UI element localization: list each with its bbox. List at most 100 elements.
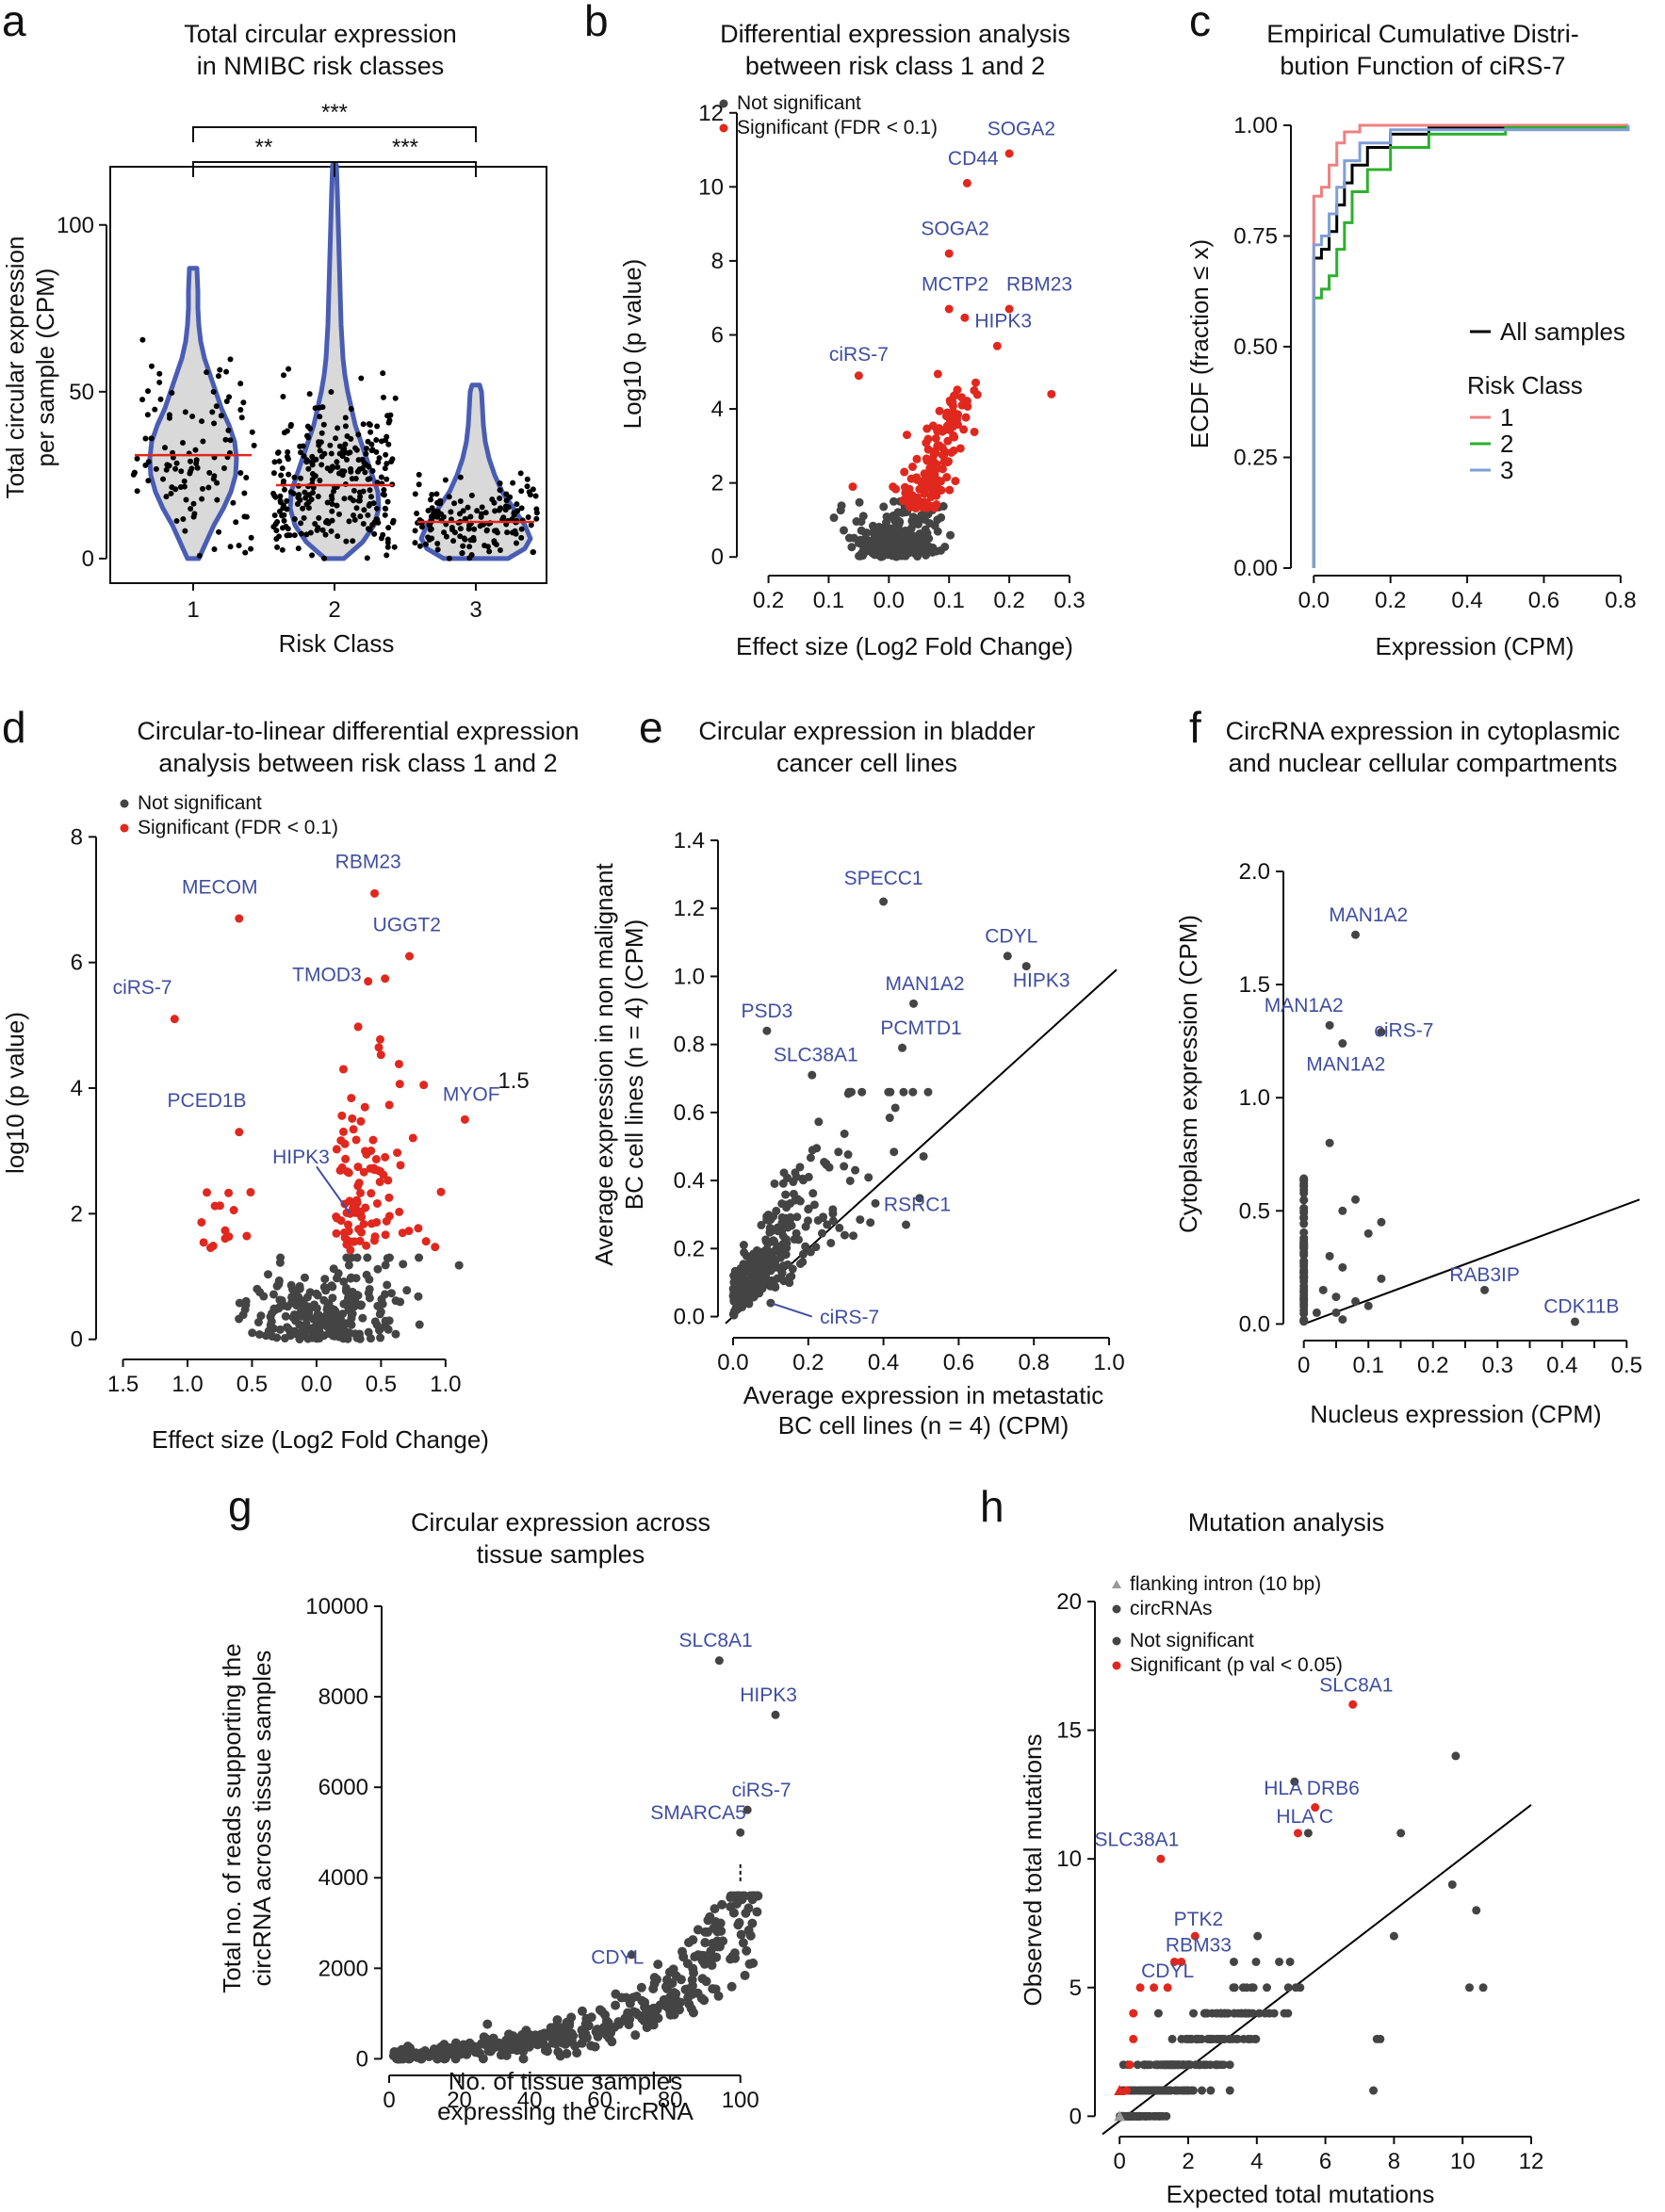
data-point <box>1225 2060 1234 2070</box>
sample-point <box>425 507 432 513</box>
data-point <box>743 1265 752 1275</box>
insignificant-point <box>302 1293 312 1302</box>
data-point <box>402 2041 413 2052</box>
insignificant-point <box>912 514 922 524</box>
data-point <box>572 2048 582 2058</box>
data-point <box>687 1980 697 1991</box>
legend-label: circRNAs <box>1130 1598 1213 1619</box>
sample-point <box>280 394 286 400</box>
legend-marker-grey <box>1112 1636 1121 1646</box>
sample-point <box>196 552 203 559</box>
significant-point <box>348 1237 357 1246</box>
sample-point <box>193 461 200 467</box>
sample-point <box>333 435 339 442</box>
y-tick-label: 15 <box>1056 1718 1082 1744</box>
data-point <box>864 1173 873 1182</box>
x-axis-title: Average expression in metastatic <box>743 1381 1104 1409</box>
data-point <box>743 1925 754 1935</box>
sample-point <box>309 470 316 477</box>
sample-point <box>366 502 372 509</box>
significant-point <box>922 424 932 433</box>
data-point <box>396 2052 406 2062</box>
data-point <box>577 2006 587 2016</box>
chart-title: Empirical Cumulative Distri- <box>1266 20 1579 48</box>
sample-point <box>348 406 354 413</box>
sample-point <box>321 555 328 561</box>
sample-point <box>281 517 287 524</box>
sample-point <box>383 437 389 444</box>
sample-point <box>187 458 193 464</box>
sample-point <box>385 441 392 447</box>
legend-marker-grey <box>1112 1604 1121 1614</box>
data-point <box>851 1165 860 1175</box>
data-point <box>812 1144 822 1153</box>
insignificant-point <box>922 550 931 560</box>
point-label: PTK2 <box>1174 1909 1224 1930</box>
insignificant-point <box>303 1334 313 1343</box>
insignificant-point <box>284 1325 293 1334</box>
data-point <box>775 1253 785 1262</box>
data-point <box>703 1915 713 1926</box>
data-point <box>676 1975 686 1985</box>
data-point <box>430 2046 440 2057</box>
sample-point <box>303 432 310 439</box>
y-tick-label: 100 <box>57 213 94 238</box>
insignificant-point <box>288 1313 298 1323</box>
data-point <box>1253 1931 1263 1941</box>
data-point <box>710 1916 721 1927</box>
sample-point <box>457 497 464 504</box>
sample-point <box>218 413 224 419</box>
y-axis-title: Average expression in non malignant <box>590 863 618 1266</box>
data-point <box>1152 2060 1162 2070</box>
sample-point <box>389 519 396 526</box>
sample-point <box>300 505 306 512</box>
x-tick-label: 6 <box>1319 2149 1331 2174</box>
data-point <box>482 2019 493 2029</box>
sample-point <box>145 459 152 465</box>
data-point <box>1376 2034 1385 2043</box>
sample-point <box>341 446 348 452</box>
sample-point <box>360 488 367 495</box>
data-point <box>1312 1308 1321 1317</box>
insignificant-point <box>253 1284 262 1293</box>
point-label: MYOF <box>443 1083 500 1105</box>
data-point <box>668 1964 678 1975</box>
data-point <box>450 2054 461 2064</box>
significant-point <box>384 1193 394 1202</box>
sample-point <box>236 543 242 549</box>
data-point <box>1299 1188 1309 1197</box>
sample-point <box>483 528 490 534</box>
data-point <box>710 1904 720 1914</box>
point-label: PCMTD1 <box>880 1017 961 1039</box>
sample-point <box>360 520 367 527</box>
data-point <box>661 1981 671 1992</box>
data-point <box>1283 2009 1293 2018</box>
sample-point <box>180 515 187 522</box>
panel-f-scatter: 0.00.51.01.52.000.10.20.30.40.50.050.150… <box>1174 717 1642 1428</box>
sample-point <box>272 521 279 528</box>
sample-point <box>482 543 488 549</box>
significant-point <box>414 1224 423 1233</box>
sample-point <box>301 514 307 521</box>
x-tick-label: 0 <box>1114 2149 1126 2174</box>
x-tick-label: 1.0 <box>430 1372 461 1397</box>
sample-point <box>168 490 174 496</box>
x-tick-label: 0.2 <box>792 1350 824 1375</box>
x-tick-label: 10 <box>1450 2149 1476 2174</box>
sample-point <box>461 535 467 542</box>
sample-point <box>309 489 316 496</box>
sample-point <box>214 480 220 486</box>
panel-letter-a: a <box>2 0 26 45</box>
data-point <box>649 1978 660 1989</box>
sample-point <box>497 480 503 487</box>
insignificant-point <box>313 1309 322 1319</box>
insignificant-point <box>377 1294 386 1304</box>
x-tick-label: 1.0 <box>171 1372 203 1397</box>
sample-point <box>180 440 187 447</box>
data-point <box>789 1178 798 1187</box>
y-tick-label: 8000 <box>318 1684 368 1710</box>
data-point <box>1140 2060 1150 2070</box>
significant-point <box>384 1176 393 1185</box>
data-point <box>552 2015 563 2025</box>
significant-point <box>945 485 955 495</box>
